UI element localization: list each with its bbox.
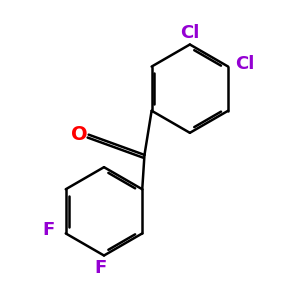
Text: F: F [95,259,107,277]
Text: Cl: Cl [180,24,200,42]
Text: O: O [71,125,88,144]
Text: Cl: Cl [236,55,255,73]
Text: F: F [42,221,55,239]
